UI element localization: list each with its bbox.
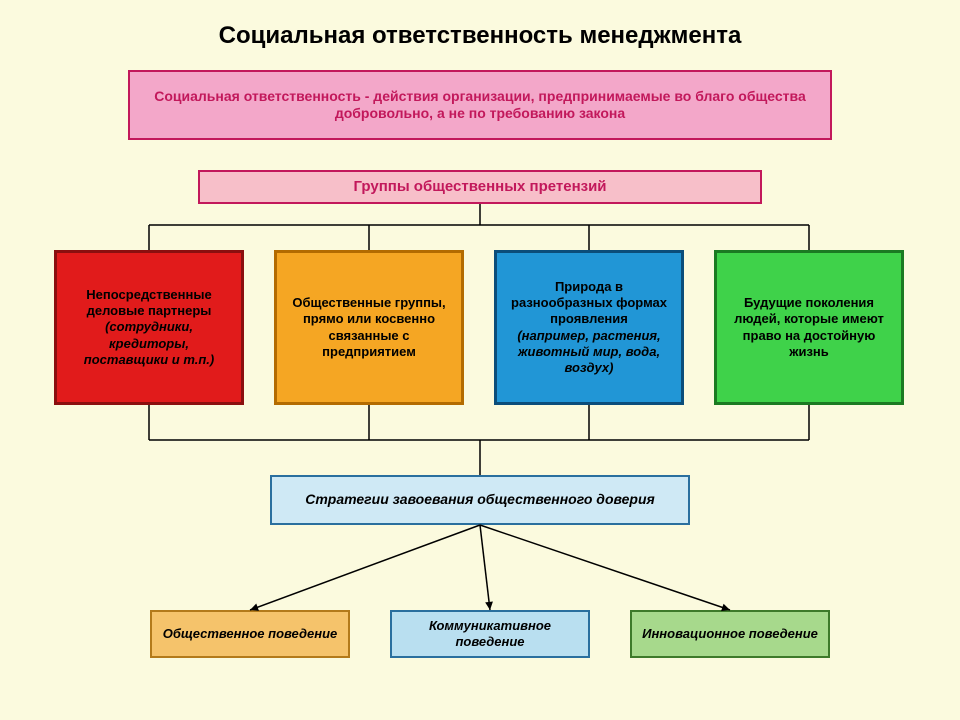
behavior-text: Инновационное поведение <box>642 626 818 642</box>
definition-label: Социальная ответственность <box>154 88 361 104</box>
strategies-box: Стратегии завоевания общественного довер… <box>270 475 690 525</box>
group-box-0: Непосредственные деловые партнеры (сотру… <box>54 250 244 405</box>
group-box-1: Общественные группы, прямо или косвенно … <box>274 250 464 405</box>
page-title: Социальная ответственность менеджмента <box>0 22 960 50</box>
group-italic: (сотрудники, кредиторы, поставщики и т.п… <box>67 319 231 368</box>
group-italic: (например, растения, животный мир, вода,… <box>507 328 671 377</box>
behavior-box-2: Инновационное поведение <box>630 610 830 658</box>
title-text: Социальная ответственность менеджмента <box>219 22 742 49</box>
groups-header-box: Группы общественных претензий <box>198 170 762 204</box>
diagram-canvas: Социальная ответственность менеджмента С… <box>0 0 960 720</box>
behavior-box-1: Коммуникативное поведение <box>390 610 590 658</box>
group-box-3: Будущие поколения людей, которые имеют п… <box>714 250 904 405</box>
strategies-text: Стратегии завоевания общественного довер… <box>305 491 655 509</box>
groups-header-text: Группы общественных претензий <box>353 178 606 197</box>
group-main: Природа в разнообразных формах проявлени… <box>511 279 667 327</box>
behavior-box-0: Общественное поведение <box>150 610 350 658</box>
group-main: Непосредственные деловые партнеры <box>86 287 211 318</box>
group-box-2: Природа в разнообразных формах проявлени… <box>494 250 684 405</box>
behavior-text: Общественное поведение <box>163 626 338 642</box>
behavior-text: Коммуникативное поведение <box>402 618 578 651</box>
group-main: Общественные группы, прямо или косвенно … <box>292 295 445 359</box>
definition-box: Социальная ответственность - действия ор… <box>128 70 832 140</box>
definition-text: - действия организации, предпринимаемые … <box>335 88 806 122</box>
definition-content: Социальная ответственность - действия ор… <box>144 88 816 123</box>
group-main: Будущие поколения людей, которые имеют п… <box>734 295 884 359</box>
